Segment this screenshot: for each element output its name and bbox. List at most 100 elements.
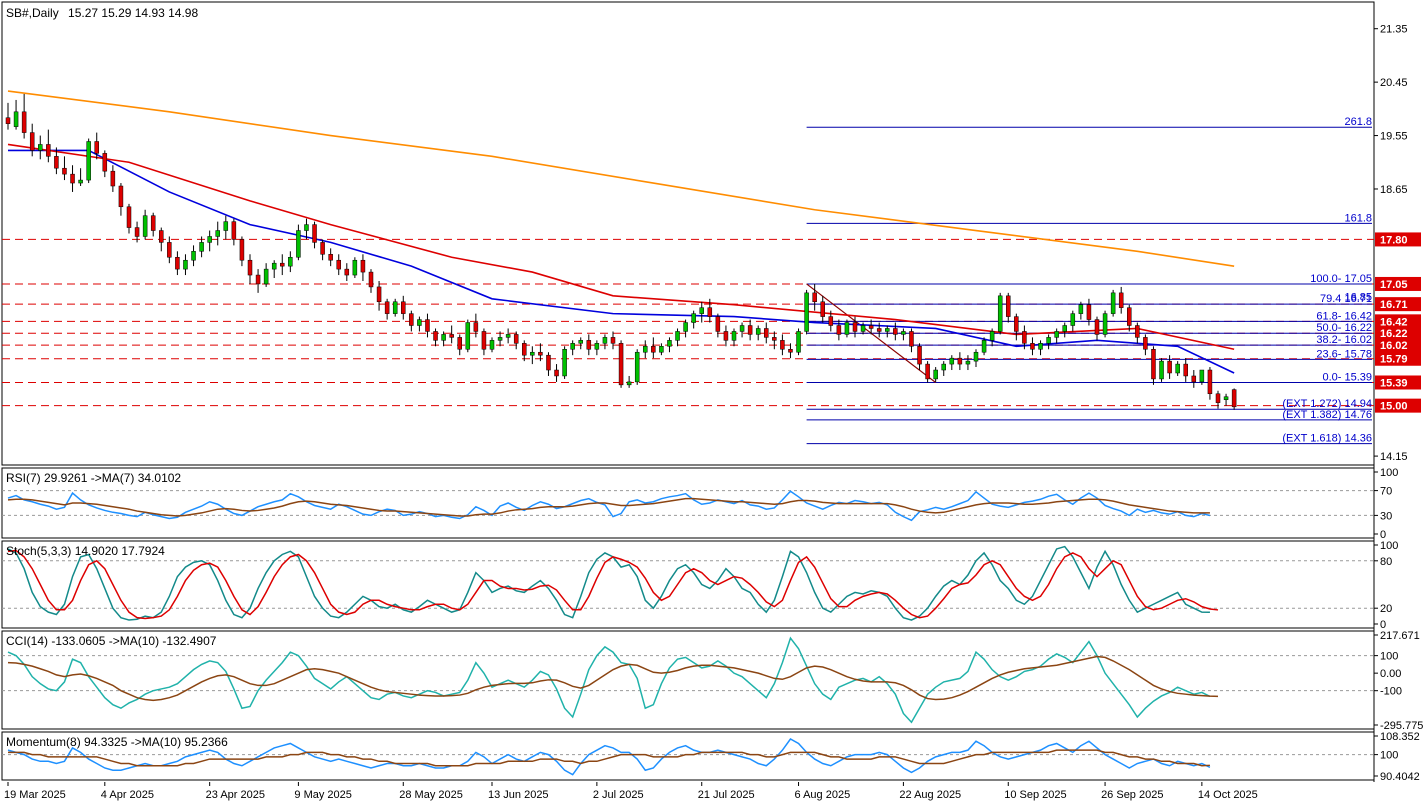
moving-average-line	[7, 143, 1235, 351]
candle-body	[941, 363, 946, 371]
candle-body	[731, 331, 737, 341]
candle	[804, 289, 809, 335]
candle	[530, 346, 535, 365]
candle-body	[1070, 313, 1076, 326]
candle	[643, 340, 648, 359]
candle-body	[78, 179, 83, 184]
candle	[247, 254, 253, 284]
fibonacci-extra-label: 16.85	[1344, 291, 1372, 303]
candle-body	[255, 274, 261, 285]
candle-body	[691, 313, 696, 323]
pane-frame	[1, 1, 1375, 466]
candle	[167, 236, 172, 264]
level-price-label: 16.02	[1380, 340, 1408, 352]
fibonacci-level-label: 0.0- 15.39	[1322, 371, 1372, 383]
candle-body	[505, 334, 511, 338]
candle-body	[610, 337, 616, 344]
candle	[868, 319, 874, 335]
candle-body	[933, 369, 938, 380]
candle	[344, 263, 350, 281]
candle-body	[215, 230, 220, 237]
candle	[449, 325, 454, 344]
candle-body	[1207, 369, 1213, 395]
candle	[1215, 390, 1221, 409]
candle	[989, 328, 995, 347]
candle	[634, 349, 640, 385]
candle-body	[554, 369, 559, 377]
candle	[1110, 289, 1116, 317]
indicator-series-line	[7, 545, 1210, 621]
level-price-label: 17.80	[1380, 234, 1408, 246]
candle	[304, 218, 309, 240]
candle	[860, 322, 866, 335]
candle	[707, 298, 713, 323]
candle	[602, 334, 608, 350]
price-tick-label: 20.45	[1380, 77, 1408, 89]
candle	[1102, 310, 1108, 338]
candle	[384, 298, 390, 320]
candle-body	[1118, 292, 1124, 308]
indicator-tick-label: 108.352	[1380, 731, 1420, 743]
candle-body	[425, 319, 430, 332]
indicator-tick-label: 100	[1380, 467, 1398, 479]
indicator-series-line	[7, 549, 1219, 620]
candle-body	[804, 292, 809, 332]
candle-body	[409, 313, 414, 326]
level-price-tag	[1375, 326, 1421, 341]
candle-body	[707, 307, 713, 317]
candle	[828, 310, 834, 332]
candle-body	[263, 268, 269, 285]
candle-body	[352, 259, 358, 276]
candle-body	[167, 242, 172, 258]
candle-body	[29, 132, 35, 151]
candle-body	[1223, 396, 1229, 400]
candle	[1030, 337, 1035, 356]
candle	[46, 129, 51, 163]
candle-body	[885, 328, 890, 332]
candle-body	[1151, 349, 1156, 380]
symbol-label: SB#,Daily	[6, 6, 59, 20]
candle	[288, 251, 293, 273]
level-price-label: 15.39	[1380, 377, 1408, 389]
candle	[683, 319, 688, 338]
candle-body	[909, 331, 914, 347]
candle-body	[538, 351, 543, 356]
fibonacci-level-label: 79.4 16.71	[1320, 293, 1372, 305]
candle-body	[457, 337, 462, 350]
time-axis-label: 21 Jul 2025	[698, 789, 755, 801]
level-price-label: 16.22	[1380, 328, 1408, 340]
candle-body	[1014, 316, 1019, 332]
candle-body	[207, 236, 212, 243]
indicator-tick-label: 70	[1380, 486, 1392, 498]
level-price-tag	[1375, 276, 1421, 291]
candle	[788, 343, 793, 359]
candle	[1231, 388, 1237, 410]
candle	[885, 325, 890, 338]
price-tick-label: 21.35	[1380, 24, 1408, 36]
candle-body	[118, 185, 124, 208]
candle	[392, 298, 398, 317]
candle-body	[957, 357, 963, 365]
candle-body	[755, 328, 761, 335]
candle-body	[360, 259, 366, 273]
indicator-title: CCI(14) -133.0605 ->MA(10) -132.4907	[6, 634, 217, 648]
candle	[280, 254, 285, 276]
candle-body	[570, 343, 575, 350]
candle-body	[1183, 363, 1188, 377]
candle	[62, 156, 67, 181]
candle	[812, 283, 817, 311]
candle	[893, 322, 898, 341]
candle-body	[651, 346, 656, 353]
candle	[965, 355, 971, 371]
candle	[465, 319, 471, 353]
indicator-tick-label: 0.00	[1380, 668, 1401, 680]
candle-body	[94, 141, 99, 154]
candle-body	[1215, 393, 1221, 403]
candle	[1094, 316, 1100, 341]
candle	[441, 331, 446, 347]
indicator-tick-label: 100	[1380, 750, 1398, 762]
candle	[538, 343, 543, 362]
level-price-label: 16.71	[1380, 299, 1408, 311]
candle	[376, 280, 382, 311]
